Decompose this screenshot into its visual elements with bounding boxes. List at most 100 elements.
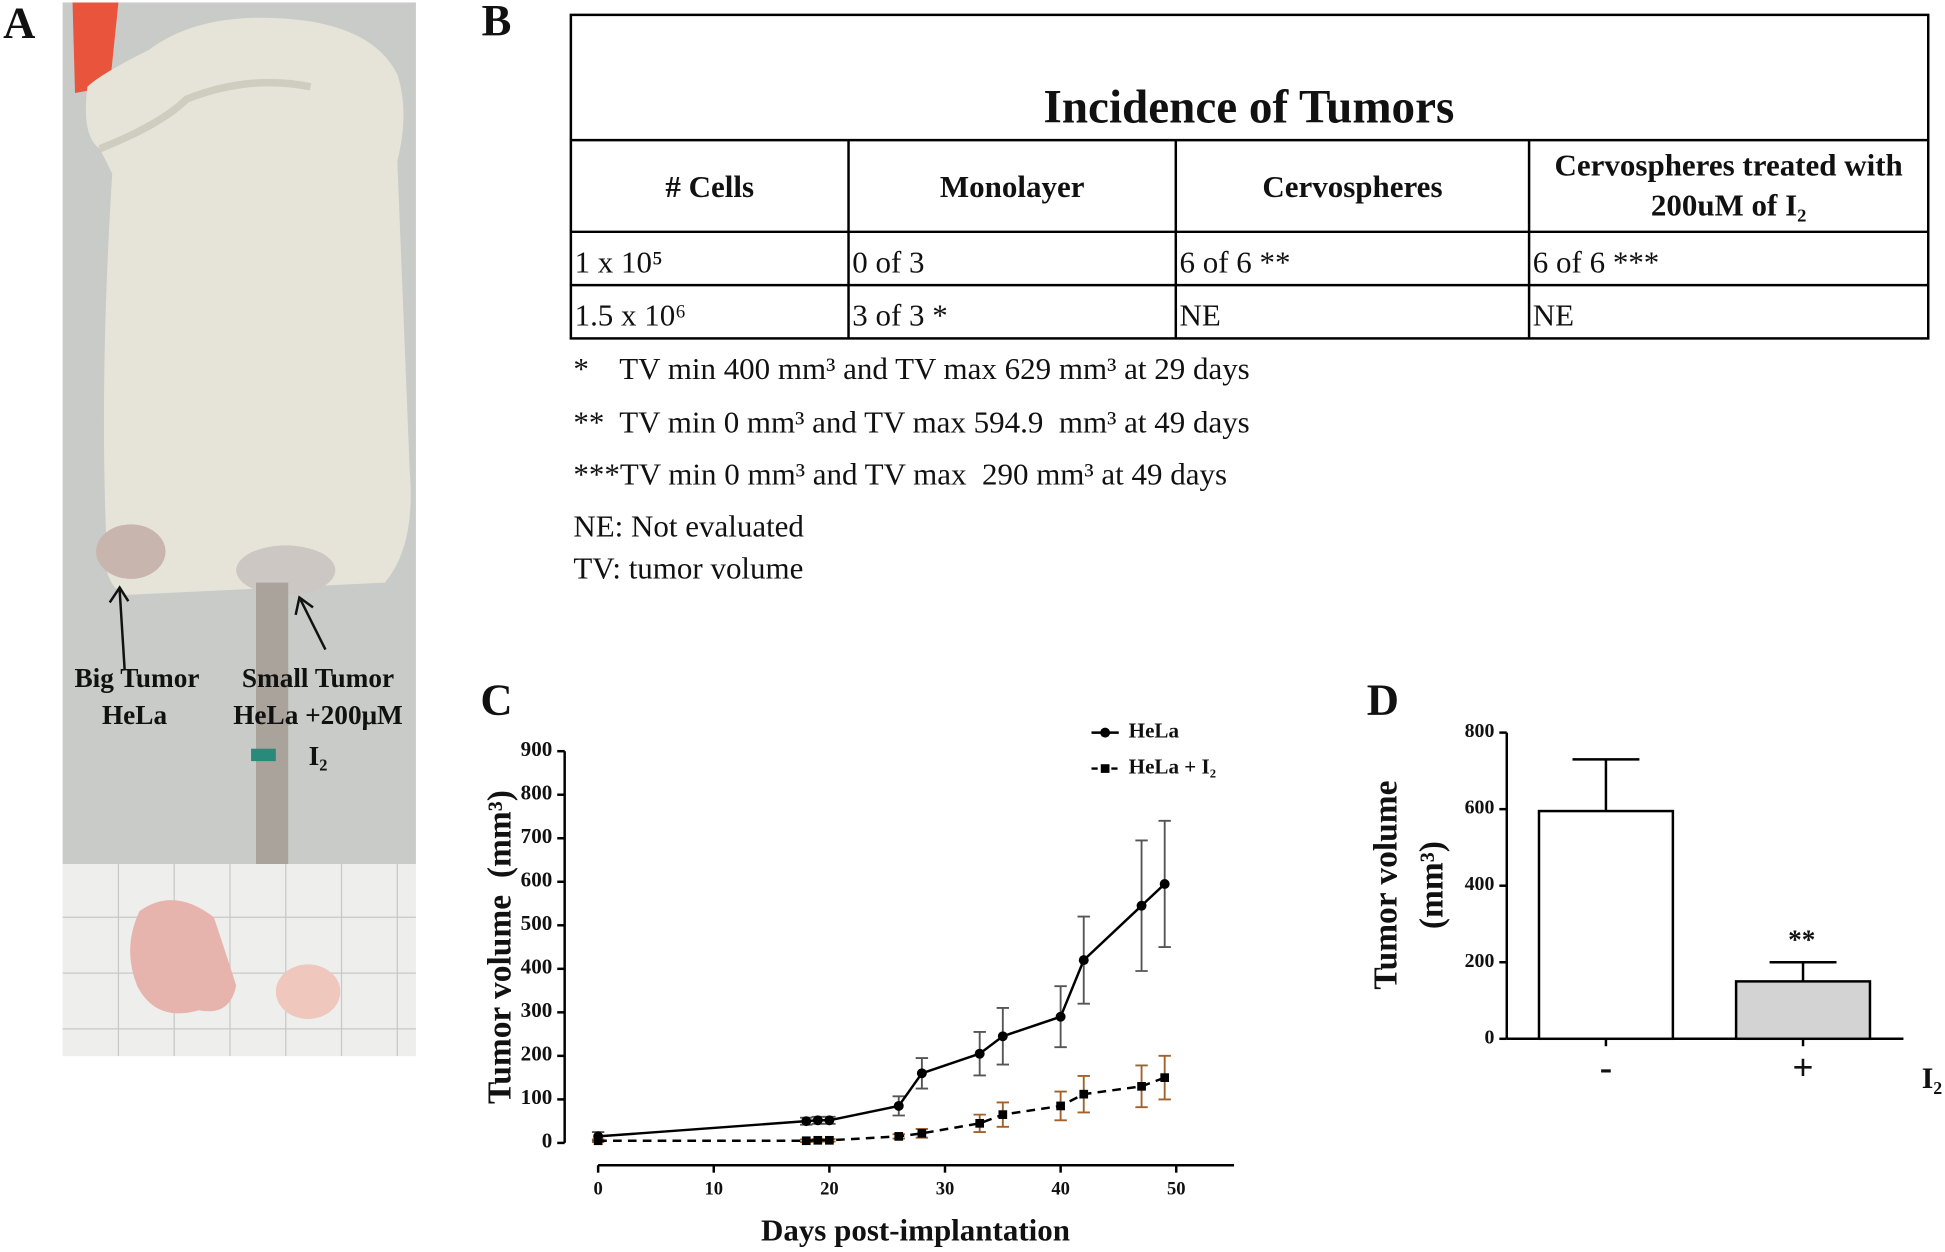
y-tick-label: 700 [521,824,553,848]
tag [72,2,119,93]
arrow-head [294,595,314,616]
table-header: Cervospheres treated with [1555,148,1903,183]
error-bar [1572,758,1640,812]
x-tick-label: 10 [704,1178,723,1199]
y-tick-label: 400 [1465,873,1495,895]
x-tick-label: 20 [820,1178,839,1199]
y-axis-label: Tumor volume [1368,781,1405,990]
y-tick-label: 500 [521,911,553,935]
arrow [118,589,126,670]
legend-marker [1100,727,1111,738]
grid-paper [62,864,416,1057]
y-tick-label: 100 [521,1085,553,1109]
data-point [593,1136,603,1146]
x-tick-label: 30 [936,1178,955,1199]
bar [1734,980,1872,1041]
table-header: Cervospheres [1262,169,1442,204]
error-bar [1769,961,1837,982]
data-point [893,1100,904,1111]
data-point [1079,1089,1089,1099]
series-line [598,883,1166,1138]
x-tick-label: + [1792,1048,1813,1089]
y-tick-label: 800 [521,781,553,805]
bar [1537,809,1675,1041]
data-point [801,1136,811,1146]
x-tick-label: - [1600,1048,1612,1089]
y-axis-label: (mm³) [1414,841,1451,929]
data-point [916,1068,927,1079]
y-tick-label: 300 [521,998,553,1022]
y-tick-label: 800 [1465,720,1495,742]
data-point [1078,955,1089,966]
data-point [1136,900,1147,911]
fold [98,78,312,153]
data-point [825,1135,834,1145]
y-tick-label: 400 [521,955,553,979]
legend-label: HeLa + I₂ [1129,754,1216,778]
y-tick-label: 600 [521,868,553,892]
big-tumor [96,524,166,579]
data-point [975,1118,985,1128]
y-tick-label: 900 [521,737,553,761]
data-point [824,1115,835,1126]
y-tick-label: 200 [1465,950,1495,972]
legend-label: HeLa [1129,718,1180,742]
photo-label: HeLa +200μM [233,700,403,730]
arrow-head [108,585,130,604]
panel-letter: B [482,0,512,45]
photo-label: Small Tumor [242,663,394,693]
tail-mark [251,748,276,762]
table-cell: 1.5 x 10⁶ [575,298,687,333]
table-cell: 6 of 6 *** [1533,244,1660,279]
data-point [894,1132,904,1141]
panel-letter: A [3,0,35,48]
annotation: ** [1788,924,1815,954]
data-point [1160,1073,1170,1082]
excised-small-tumor [275,964,341,1019]
table-cell: NE [1180,298,1221,333]
table-note: ** TV min 0 mm³ and TV max 594.9 mm³ at … [573,404,1249,439]
table-title: Incidence of Tumors [1044,81,1455,133]
data-point [1056,1101,1065,1111]
table-note: * TV min 400 mm³ and TV max 629 mm³ at 2… [573,351,1249,386]
data-point [1055,1011,1066,1022]
excised-big-tumor [130,900,237,1014]
photo-label: I₂ [309,741,328,771]
y-tick-label: 0 [542,1129,553,1153]
tail [256,582,289,865]
table-note: TV: tumor volume [573,551,803,586]
y-axis-label: Tumor volume (mm³) [481,790,518,1104]
data-point [998,1110,1008,1119]
data-point [812,1115,823,1126]
small-tumor [236,545,336,596]
data-point [1159,878,1170,889]
table-cell: NE [1533,298,1574,333]
paper-grid [62,864,416,1057]
mouse-body [85,17,411,596]
x-tick-label: 40 [1051,1178,1070,1199]
table-cell: 6 of 6 ** [1180,244,1291,279]
photo [62,2,416,1057]
panel-letter: D [1367,674,1399,724]
data-point [917,1129,927,1138]
data-point [997,1031,1008,1042]
table-note: NE: Not evaluated [573,508,804,543]
table-header: # Cells [665,169,754,204]
table-cell: 3 of 3 * [852,298,948,333]
data-point [813,1135,823,1145]
legend-marker [1100,764,1110,773]
data-point [1137,1081,1146,1091]
y-tick-label: 0 [1484,1026,1494,1048]
table-header: Monolayer [940,169,1085,204]
arrow [299,599,327,651]
table-cell: 1 x 10⁵ [575,244,663,279]
x-tick-label: 0 [593,1178,602,1199]
x-axis-label: I₂ [1922,1062,1943,1095]
panel-letter: C [480,674,512,724]
x-axis-label: Days post-implantation [761,1213,1070,1248]
y-tick-label: 200 [521,1042,553,1066]
table-frame [569,13,1930,340]
photo-label: HeLa [102,700,167,730]
table-note: ***TV min 0 mm³ and TV max 290 mm³ at 49… [573,456,1227,491]
